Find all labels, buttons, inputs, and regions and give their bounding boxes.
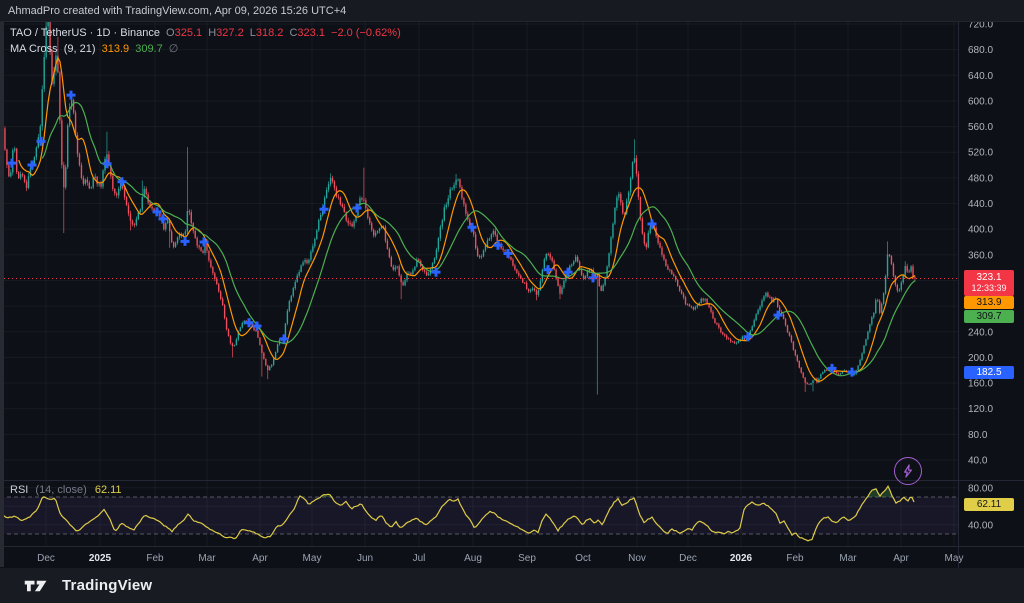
svg-text:600.0: 600.0 bbox=[968, 96, 993, 107]
ma-fast-price-label: 313.9 bbox=[964, 296, 1014, 309]
close-value: 323.1 bbox=[297, 27, 325, 39]
price-axis[interactable] bbox=[958, 22, 1024, 568]
indicator-title[interactable]: MA Cross bbox=[10, 43, 58, 55]
high-value: 327.2 bbox=[216, 27, 244, 39]
open-value: 325.1 bbox=[174, 27, 203, 39]
svg-text:480.0: 480.0 bbox=[968, 173, 993, 184]
cross-empty-value: ∅ bbox=[168, 43, 179, 55]
ma-fast-value: 313.9 bbox=[101, 43, 130, 55]
open-label: O bbox=[166, 27, 175, 39]
tradingview-logo[interactable] bbox=[24, 576, 54, 596]
svg-text:40.0: 40.0 bbox=[968, 456, 988, 467]
svg-text:Aug: Aug bbox=[464, 553, 482, 564]
symbol-legend-row[interactable]: TAO / TetherUS · 1D · Binance O325.1 H32… bbox=[10, 25, 404, 41]
watermark-text: AhmadPro created with TradingView.com, A… bbox=[8, 5, 347, 17]
rsi-value-label: 62.11 bbox=[964, 498, 1014, 511]
svg-text:Feb: Feb bbox=[146, 553, 164, 564]
svg-text:Jul: Jul bbox=[413, 553, 426, 564]
svg-text:May: May bbox=[303, 553, 322, 564]
svg-text:400.0: 400.0 bbox=[968, 225, 993, 236]
legend: TAO / TetherUS · 1D · Binance O325.1 H32… bbox=[10, 25, 404, 57]
svg-text:440.0: 440.0 bbox=[968, 199, 993, 210]
svg-text:120.0: 120.0 bbox=[968, 404, 993, 415]
footer-bar: TradingView bbox=[0, 568, 1024, 603]
low-label: L bbox=[249, 27, 256, 39]
rsi-value: 62.11 bbox=[94, 484, 122, 496]
symbol-title[interactable]: TAO / TetherUS · 1D · Binance bbox=[10, 27, 160, 39]
collapsed-toolbar-strip[interactable] bbox=[0, 22, 4, 567]
time-axis[interactable] bbox=[0, 547, 958, 568]
rsi-title[interactable]: RSI bbox=[10, 484, 29, 496]
svg-text:Apr: Apr bbox=[893, 553, 909, 564]
svg-text:Mar: Mar bbox=[198, 553, 216, 564]
svg-text:160.0: 160.0 bbox=[968, 379, 993, 390]
svg-text:Feb: Feb bbox=[786, 553, 804, 564]
tradingview-logo-icon bbox=[24, 580, 47, 591]
svg-text:80.0: 80.0 bbox=[968, 430, 988, 441]
cross-price-label: 182.5 bbox=[964, 366, 1014, 379]
svg-text:Sep: Sep bbox=[518, 553, 536, 564]
svg-text:2025: 2025 bbox=[89, 553, 112, 564]
svg-text:80.00: 80.00 bbox=[968, 483, 993, 494]
high-label: H bbox=[208, 27, 217, 39]
svg-text:Nov: Nov bbox=[628, 553, 646, 564]
svg-text:Oct: Oct bbox=[575, 553, 591, 564]
svg-text:360.0: 360.0 bbox=[968, 250, 993, 261]
indicator-legend-row[interactable]: MA Cross (9, 21) 313.9 309.7 ∅ bbox=[10, 41, 404, 57]
svg-text:240.0: 240.0 bbox=[968, 327, 993, 338]
bar-countdown: 12:33:39 bbox=[971, 283, 1007, 293]
lightning-icon bbox=[904, 464, 912, 478]
svg-text:Dec: Dec bbox=[679, 553, 697, 564]
last-price-value: 323.1 bbox=[976, 272, 1002, 283]
rsi-params: (14, close) bbox=[35, 484, 87, 496]
indicator-params: (9, 21) bbox=[63, 43, 96, 55]
quick-trade-button[interactable] bbox=[894, 457, 922, 485]
close-label: C bbox=[289, 27, 298, 39]
tradingview-brand-text[interactable]: TradingView bbox=[62, 577, 153, 594]
svg-text:640.0: 640.0 bbox=[968, 71, 993, 82]
svg-text:40.00: 40.00 bbox=[968, 520, 993, 531]
status-bar: AhmadPro created with TradingView.com, A… bbox=[0, 0, 1024, 22]
svg-text:Mar: Mar bbox=[839, 553, 857, 564]
svg-text:Jun: Jun bbox=[357, 553, 373, 564]
svg-text:Dec: Dec bbox=[37, 553, 55, 564]
svg-text:520.0: 520.0 bbox=[968, 148, 993, 159]
change-value: −2.0 (−0.62%) bbox=[331, 27, 401, 39]
svg-text:May: May bbox=[945, 553, 964, 564]
low-value: 318.2 bbox=[255, 27, 284, 39]
svg-text:680.0: 680.0 bbox=[968, 45, 993, 56]
svg-text:720.0: 720.0 bbox=[968, 20, 993, 31]
svg-text:560.0: 560.0 bbox=[968, 122, 993, 133]
last-price-label: 323.1 12:33:39 bbox=[964, 270, 1014, 296]
ma-slow-price-label: 309.7 bbox=[964, 310, 1014, 323]
svg-text:2026: 2026 bbox=[730, 553, 753, 564]
svg-text:200.0: 200.0 bbox=[968, 353, 993, 364]
svg-text:Apr: Apr bbox=[252, 553, 268, 564]
rsi-legend-row[interactable]: RSI (14, close) 62.11 bbox=[10, 484, 122, 496]
ma-slow-value: 309.7 bbox=[135, 43, 163, 55]
